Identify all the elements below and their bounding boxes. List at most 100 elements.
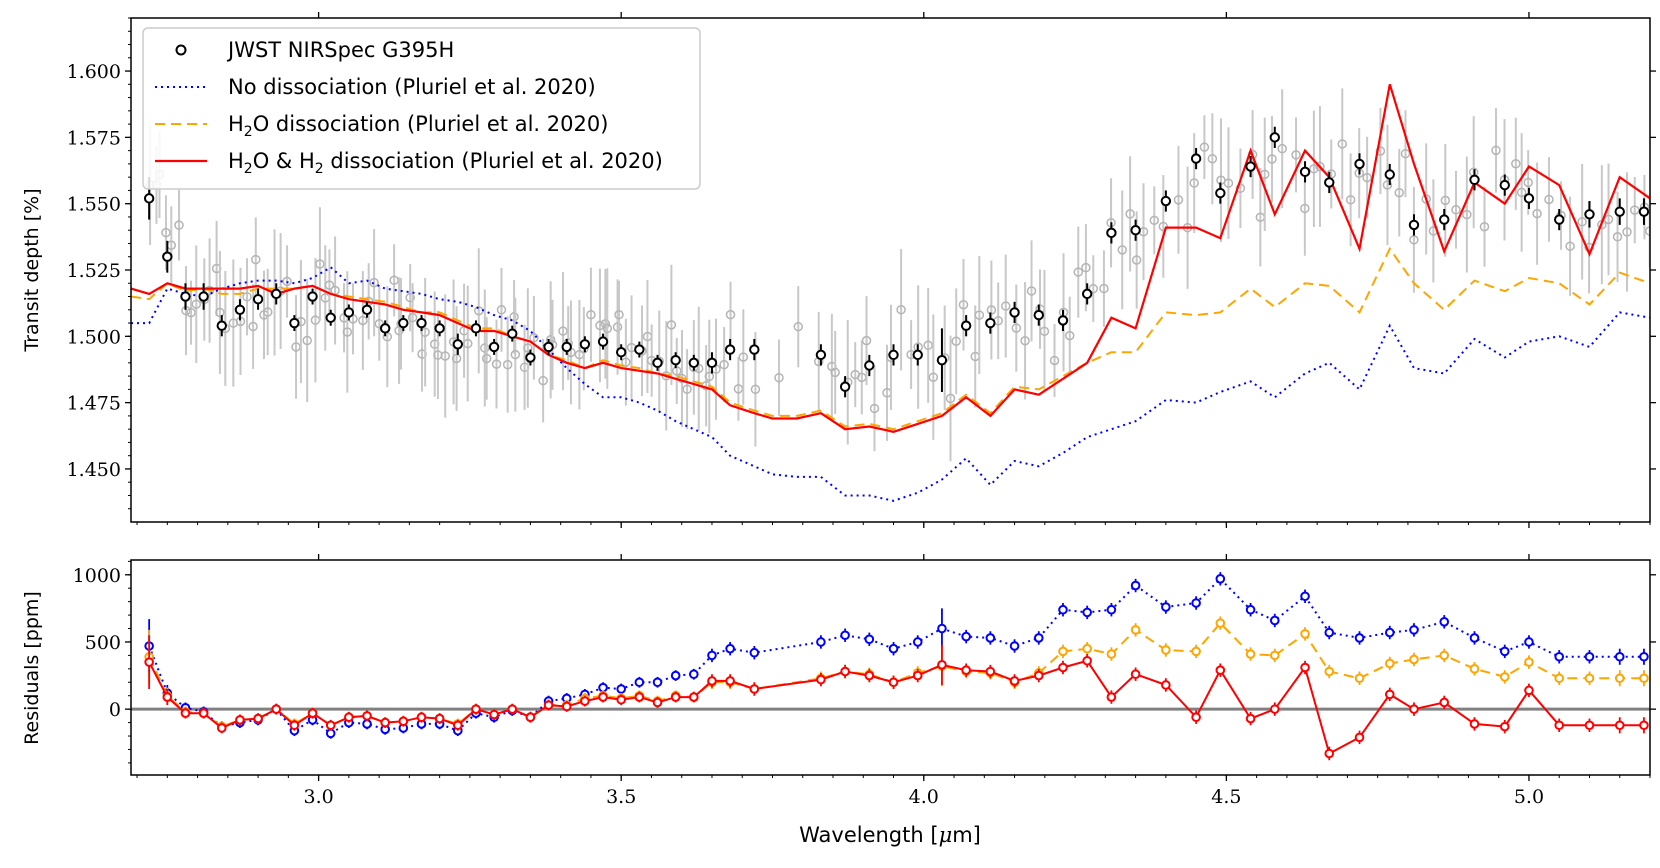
fine-point-104 [830,330,840,414]
binned-point-23 [561,338,572,355]
residual-point-0-55 [1354,631,1365,645]
fine-point-197 [1649,204,1650,207]
fine-point-122 [974,256,985,375]
fine-point-169 [1394,148,1405,237]
binned-point-20 [507,325,518,342]
residual-point-1-48 [1161,643,1171,657]
fine-point-124 [993,282,1003,360]
fine-point-139 [1117,190,1127,310]
residual-point-0-56 [1384,625,1395,640]
binned-data-points [143,126,1650,398]
fine-point-65 [538,338,548,423]
residual-point-2-13 [380,717,390,728]
residual-point-1-64 [1614,670,1625,687]
binned-point-32 [724,338,736,361]
residual-point-0-59 [1469,631,1480,645]
residual-point-2-9 [307,707,318,719]
fine-point-184 [1532,162,1542,265]
legend-box [142,27,701,190]
fine-point-93 [704,319,715,434]
residual-point-1-65 [1639,670,1649,687]
fine-point-100 [774,339,784,416]
binned-point-35 [839,376,851,398]
fine-point-143 [1149,186,1160,255]
residual-point-2-33 [749,682,760,696]
fine-point-188 [1577,163,1587,280]
residual-point-2-23 [561,701,572,712]
residual-point-0-30 [689,668,699,680]
binned-point-4 [216,315,227,337]
residual-point-0-39 [937,608,947,649]
fine-point-176 [1462,156,1472,273]
fine-point-4 [166,206,177,285]
top-ytick-label-6: 1.600 [67,61,121,83]
residual-point-2-44 [1058,660,1068,675]
residual-point-0-53 [1300,589,1310,603]
fine-point-71 [574,299,585,410]
residual-point-2-53 [1300,660,1310,675]
fine-point-121 [970,305,980,408]
binned-point-17 [452,333,463,355]
top-ytick-label-2: 1.500 [67,326,121,348]
binned-point-43 [1033,304,1044,326]
fine-point-133 [1064,296,1075,375]
residual-point-2-28 [652,697,663,708]
binned-point-52 [1269,126,1280,148]
fine-resolution-data [145,88,1650,462]
xtick-label-3: 4.5 [1211,786,1241,808]
fine-point-64 [529,296,539,380]
binned-point-44 [1057,309,1069,332]
residual-point-0-15 [416,718,427,730]
residual-point-2-8 [289,719,300,731]
binned-point-61 [1523,187,1535,209]
residual-point-2-31 [707,674,717,688]
residual-point-0-62 [1554,650,1565,664]
residual-point-0-40 [961,629,971,644]
residual-point-2-15 [416,711,427,723]
residual-point-0-35 [840,628,850,642]
fine-point-179 [1491,108,1501,193]
fine-point-77 [612,279,623,375]
residual-point-2-34 [816,672,826,687]
residual-point-2-54 [1324,746,1335,761]
xtick-label-2: 4.0 [909,786,939,808]
residual-point-2-60 [1499,719,1510,734]
residual-point-2-25 [598,691,608,703]
fine-point-118 [945,335,956,462]
fine-point-145 [1173,145,1184,254]
residual-point-2-36 [864,668,875,683]
residual-point-0-28 [652,676,663,688]
bottom-y-axis-label: Residuals [ppm] [21,591,43,745]
residual-point-2-41 [985,664,996,679]
fine-point-187 [1565,196,1575,296]
model-curves [131,83,1650,502]
model-line-h2o-h2-dissociation [131,83,1650,433]
fine-point-127 [1020,281,1030,400]
residual-series [144,572,1649,761]
residual-point-0-65 [1639,648,1649,665]
residual-point-2-62 [1554,718,1565,732]
residual-point-0-50 [1215,572,1226,586]
residual-point-2-65 [1639,717,1649,734]
binned-point-47 [1130,219,1141,241]
binned-point-3 [198,283,209,310]
residual-point-2-64 [1614,717,1625,734]
residual-point-2-52 [1269,702,1280,716]
fine-point-157 [1277,89,1287,209]
fine-point-116 [928,314,939,440]
fine-point-147 [1189,133,1199,233]
residual-point-2-0 [144,635,154,689]
binned-point-2 [180,283,191,310]
residual-point-2-50 [1215,663,1226,677]
fine-point-82 [642,280,653,393]
fine-point-158 [1291,117,1301,193]
binned-point-33 [749,338,760,361]
residual-point-2-19 [489,709,499,720]
residual-point-0-60 [1499,644,1510,659]
fine-point-55 [480,289,490,407]
fine-point-144 [1158,175,1169,278]
residual-point-0-61 [1524,635,1534,649]
residual-point-0-44 [1058,603,1068,617]
residual-point-2-59 [1469,717,1480,731]
